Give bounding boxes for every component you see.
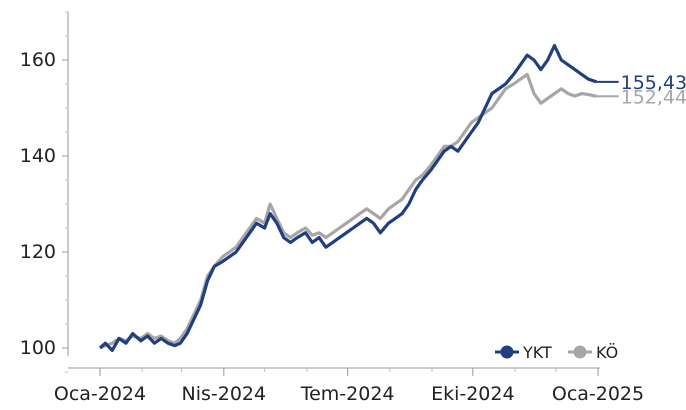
y-tick-label: 120 (20, 241, 56, 263)
series-line-ykt (98, 43, 598, 352)
y-tick-label: 140 (20, 145, 56, 167)
series-layer (98, 43, 598, 352)
x-tick-label: Oca-2024 (54, 383, 146, 405)
x-axis-ticks: Oca-2024 Nis-2024 Tem-2024 Eki-2024 Oca-2025 (54, 368, 644, 405)
y-axis-ticks: 100 120 140 160 (20, 11, 68, 373)
end-value-label: 152,44 (621, 86, 686, 108)
legend-label: YKT (522, 343, 552, 362)
y-tick-label: 100 (20, 337, 56, 359)
y-tick-label: 160 (20, 49, 56, 71)
legend-marker (500, 345, 514, 359)
x-tick-label: Nis-2024 (182, 383, 267, 405)
legend-label: KÖ (596, 343, 618, 362)
legend: YKT KÖ (495, 343, 618, 362)
x-tick-label: Oca-2025 (552, 383, 644, 405)
x-tick-label: Eki-2024 (431, 383, 515, 405)
series-line-ko (99, 72, 597, 350)
legend-marker (573, 345, 587, 359)
end-value-label: 155,43 (621, 72, 686, 94)
x-tick-label: Tem-2024 (300, 383, 395, 405)
